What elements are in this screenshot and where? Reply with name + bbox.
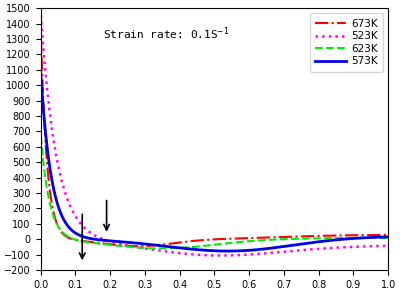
673K xyxy=(342,234,346,237)
623K xyxy=(38,135,43,138)
673K xyxy=(135,244,140,248)
523K xyxy=(379,244,384,248)
623K xyxy=(78,239,83,243)
673K xyxy=(99,241,104,245)
623K xyxy=(342,236,346,240)
523K xyxy=(386,244,391,248)
523K xyxy=(78,222,83,225)
623K xyxy=(160,247,164,250)
Line: 673K: 673K xyxy=(41,35,388,246)
Line: 523K: 523K xyxy=(41,15,388,255)
Line: 573K: 573K xyxy=(41,75,388,251)
673K xyxy=(187,240,192,243)
623K xyxy=(379,236,384,240)
523K xyxy=(187,252,192,256)
573K xyxy=(99,238,104,242)
673K xyxy=(379,233,384,237)
523K xyxy=(172,251,176,254)
573K xyxy=(78,234,83,238)
Text: Strain rate: 0.1S$^{-1}$: Strain rate: 0.1S$^{-1}$ xyxy=(103,26,230,42)
673K xyxy=(38,34,43,37)
573K xyxy=(172,245,176,249)
673K xyxy=(78,239,83,243)
Legend: 673K, 523K, 623K, 573K: 673K, 523K, 623K, 573K xyxy=(310,13,383,72)
523K xyxy=(219,254,224,257)
573K xyxy=(342,237,346,241)
573K xyxy=(187,247,192,251)
523K xyxy=(99,237,104,240)
573K xyxy=(225,249,230,253)
623K xyxy=(99,242,104,245)
573K xyxy=(38,74,43,77)
673K xyxy=(386,233,391,237)
623K xyxy=(187,245,192,249)
573K xyxy=(386,235,391,239)
573K xyxy=(379,235,384,239)
Line: 623K: 623K xyxy=(41,136,388,248)
523K xyxy=(342,245,346,249)
623K xyxy=(172,246,176,250)
623K xyxy=(386,236,391,240)
523K xyxy=(38,14,43,17)
673K xyxy=(172,241,176,245)
